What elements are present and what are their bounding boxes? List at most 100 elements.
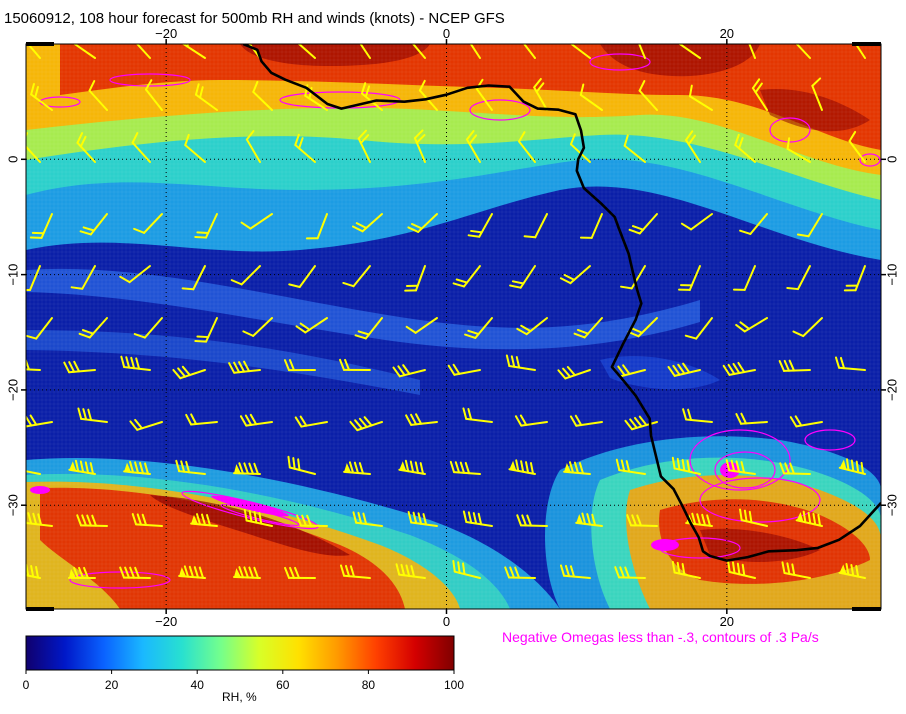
- wind-barb: [294, 133, 316, 163]
- wind-barb: [508, 459, 536, 475]
- wind-barb: [351, 213, 383, 233]
- wind-barb: [405, 317, 438, 334]
- wind-barb: [26, 564, 41, 579]
- lon-tick-label-bottom: 0: [443, 614, 450, 629]
- wind-barb: [287, 455, 316, 475]
- wind-barb: [614, 566, 646, 579]
- wind-barb: [682, 408, 713, 423]
- wind-barb: [296, 514, 328, 527]
- wind-barb: [843, 265, 866, 292]
- wind-barb: [190, 513, 218, 527]
- wind-barb: [781, 561, 811, 579]
- wind-barb: [465, 130, 481, 163]
- wind-barb: [407, 213, 438, 233]
- wind-barb: [573, 317, 603, 339]
- wind-barb: [88, 80, 108, 111]
- colorbar-label: RH, %: [222, 690, 257, 704]
- wind-barb: [178, 565, 206, 579]
- wind-barb: [671, 560, 701, 579]
- wind-barb: [68, 566, 96, 579]
- wind-barb: [233, 566, 261, 579]
- wind-barb: [684, 130, 701, 163]
- wind-barb: [739, 213, 768, 235]
- wind-barb: [467, 213, 493, 238]
- lon-tick-label-top: −20: [155, 26, 177, 41]
- wind-barb: [628, 213, 658, 235]
- wind-barb: [305, 213, 328, 240]
- wind-barb: [667, 362, 701, 377]
- wind-barb: [786, 265, 811, 291]
- wind-barb: [680, 213, 713, 231]
- wind-barb: [119, 566, 151, 579]
- wind-barb: [575, 512, 603, 527]
- lat-tick-label-right: −30: [884, 494, 899, 516]
- wind-barb: [129, 418, 163, 431]
- wind-barb: [76, 514, 108, 527]
- wind-barb: [811, 77, 823, 111]
- wind-barb: [464, 44, 481, 59]
- wind-barb: [778, 359, 811, 372]
- wind-barb: [230, 265, 261, 286]
- wind-barb: [462, 510, 493, 527]
- wind-barb: [240, 213, 273, 230]
- wind-barb: [725, 458, 756, 475]
- wind-barb: [245, 130, 261, 163]
- wind-barb: [407, 511, 438, 527]
- wind-barb: [172, 365, 206, 380]
- wind-barb: [131, 44, 151, 59]
- wind-barb: [734, 133, 756, 163]
- wind-barb: [518, 44, 536, 59]
- wind-barb: [452, 265, 481, 288]
- wind-barb: [194, 83, 218, 111]
- wind-barb: [744, 44, 756, 59]
- wind-barb: [133, 317, 163, 339]
- wind-barb: [239, 413, 273, 427]
- wind-barb: [413, 129, 426, 163]
- wind-barb: [559, 265, 591, 285]
- wind-barb: [834, 356, 866, 371]
- wind-barb: [791, 44, 811, 59]
- wind-barb: [418, 79, 438, 111]
- wind-barb: [568, 44, 591, 59]
- wind-barb: [184, 133, 206, 163]
- wind-barb: [795, 510, 823, 527]
- wind-barb: [789, 415, 823, 428]
- wind-barb: [76, 132, 96, 163]
- wind-barb: [243, 508, 273, 527]
- wind-barb: [792, 317, 823, 338]
- wind-barb: [342, 265, 371, 288]
- wind-barb: [131, 132, 151, 163]
- lat-tick-label-left: −10: [5, 264, 20, 286]
- wind-barb: [68, 459, 96, 475]
- colorbar-tick-label: 100: [444, 678, 464, 692]
- wind-barb: [405, 413, 438, 426]
- wind-barb: [848, 130, 866, 163]
- wind-barb: [849, 44, 866, 59]
- wind-barb: [70, 265, 96, 290]
- wind-barb: [228, 360, 261, 374]
- wind-barb: [447, 363, 481, 376]
- wind-barb: [739, 508, 768, 527]
- colorbar-tick-label: 0: [23, 678, 30, 692]
- wind-barb: [283, 359, 316, 372]
- wind-barb: [838, 562, 866, 579]
- wind-barb: [779, 462, 811, 475]
- wind-barb: [343, 461, 371, 475]
- wind-barb: [123, 460, 151, 475]
- coastline: [242, 44, 881, 562]
- frame-ticks: −20 −20 0 0 20 20 0 0 −10 −10 −20 −20 −30 −30: [5, 26, 899, 629]
- lat-tick-label-right: −10: [884, 264, 899, 286]
- wind-barb: [26, 414, 53, 428]
- wind-barb: [131, 513, 163, 527]
- wind-barb: [349, 416, 383, 432]
- wind-barb: [563, 461, 591, 475]
- wind-barb: [504, 566, 536, 579]
- wind-barb: [26, 468, 41, 475]
- wind-barb: [288, 265, 316, 289]
- wind-barb: [133, 213, 163, 234]
- wind-barb: [688, 84, 713, 111]
- wind-barb: [294, 44, 316, 59]
- wind-barb: [732, 265, 756, 291]
- lat-tick-label-left: −20: [5, 379, 20, 401]
- wind-barb: [77, 407, 108, 423]
